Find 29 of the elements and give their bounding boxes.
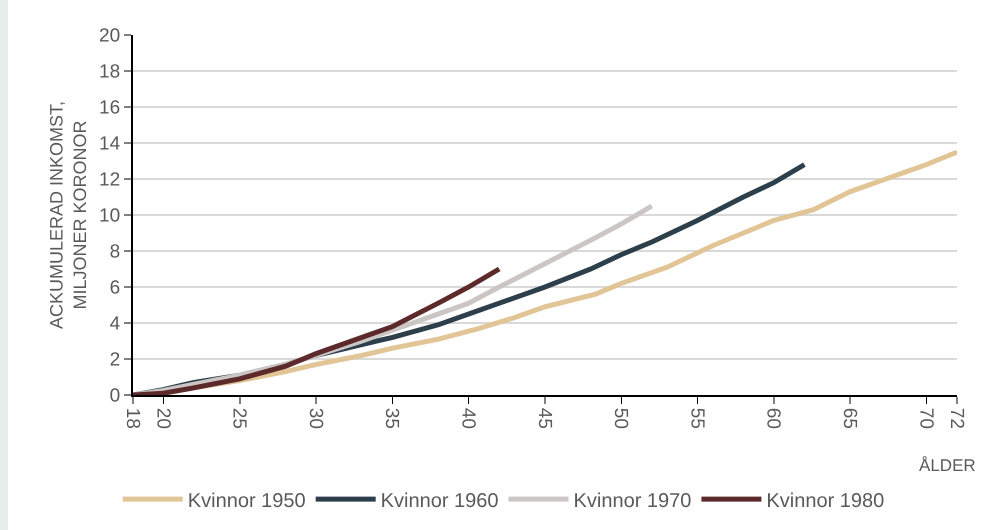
x-tick-label: 65 <box>839 408 860 429</box>
y-tick-label: 10 <box>99 206 120 227</box>
x-tick-label: 72 <box>946 408 967 429</box>
legend-label: Kvinnor 1960 <box>380 490 499 512</box>
y-tick-label: 14 <box>99 134 121 155</box>
legend-label: Kvinnor 1980 <box>766 490 884 512</box>
x-tick-label: 40 <box>458 408 479 429</box>
y-tick-label: 16 <box>99 98 120 119</box>
x-tick-label: 60 <box>762 408 784 429</box>
legend-label: Kvinnor 1970 <box>574 490 692 512</box>
x-tick-label: 30 <box>304 408 326 429</box>
y-tick-label: 8 <box>110 242 120 263</box>
x-axis-title: ÅLDER <box>919 456 976 475</box>
x-tick-label: 45 <box>534 408 555 429</box>
legend-label: Kvinnor 1950 <box>188 490 306 512</box>
y-axis-title: ACKUMULERAD INKOMST, MILJONER KORONOR <box>46 100 90 330</box>
y-tick-label: 4 <box>110 314 121 335</box>
x-tick-label: 70 <box>915 408 936 429</box>
x-tick-label: 55 <box>686 408 708 429</box>
y-tick-label: 6 <box>110 278 120 299</box>
x-tick-label: 35 <box>381 408 402 429</box>
x-tick-label: 50 <box>610 408 632 429</box>
y-tick-label: 20 <box>99 26 120 47</box>
x-tick-label: 25 <box>228 408 250 429</box>
y-tick-label: 2 <box>110 350 120 371</box>
x-tick-label: 20 <box>152 408 174 429</box>
y-tick-label: 18 <box>99 62 120 83</box>
y-tick-label: 0 <box>110 386 120 407</box>
y-tick-label: 12 <box>99 170 120 191</box>
